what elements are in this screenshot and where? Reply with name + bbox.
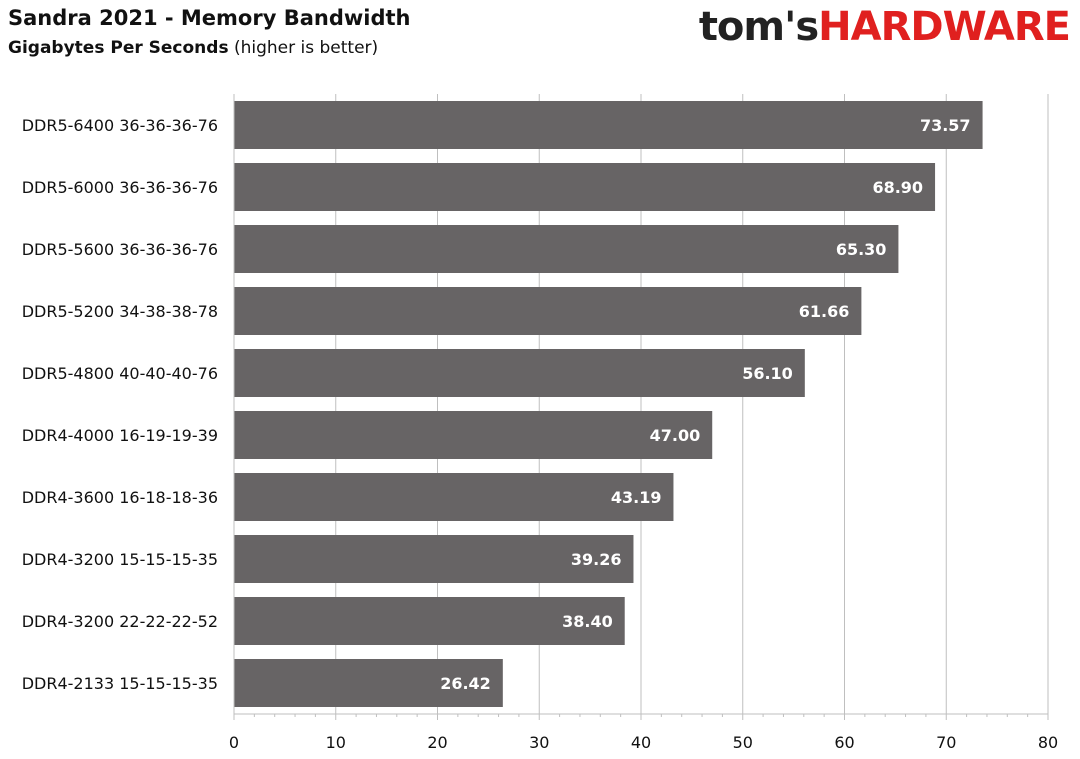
- bar: [234, 287, 862, 335]
- chart-subtitle: Gigabytes Per Seconds (higher is better): [8, 38, 378, 58]
- bar-value-label: 26.42: [440, 674, 491, 693]
- category-label: DDR4-3200 15-15-15-35: [22, 550, 218, 569]
- bar-value-label: 38.40: [562, 612, 613, 631]
- x-tick-label: 60: [834, 733, 854, 752]
- x-tick-label: 80: [1038, 733, 1058, 752]
- x-tick-label: 40: [631, 733, 651, 752]
- category-label: DDR5-6400 36-36-36-76: [22, 116, 218, 135]
- category-label: DDR4-2133 15-15-15-35: [22, 674, 218, 693]
- category-label: DDR5-5600 36-36-36-76: [22, 240, 218, 259]
- category-label: DDR5-6000 36-36-36-76: [22, 178, 218, 197]
- category-label: DDR5-5200 34-38-38-78: [22, 302, 218, 321]
- bar-value-label: 65.30: [836, 240, 887, 259]
- chart-title: Sandra 2021 - Memory Bandwidth: [8, 6, 411, 30]
- bar: [234, 659, 503, 707]
- category-label: DDR5-4800 40-40-40-76: [22, 364, 218, 383]
- bar: [234, 101, 983, 149]
- logo-part-hardware: HARDWARE: [818, 4, 1071, 50]
- toms-hardware-logo: tom'sHARDWARE: [698, 4, 1071, 50]
- subtitle-units: Gigabytes Per Seconds: [8, 38, 229, 58]
- bar-value-label: 73.57: [920, 116, 971, 135]
- bar-value-label: 43.19: [611, 488, 662, 507]
- category-label: DDR4-4000 16-19-19-39: [22, 426, 218, 445]
- x-tick-label: 50: [733, 733, 753, 752]
- category-label: DDR4-3200 22-22-22-52: [22, 612, 218, 631]
- bar-value-label: 68.90: [872, 178, 923, 197]
- category-label: DDR4-3600 16-18-18-36: [22, 488, 218, 507]
- bar: [234, 535, 634, 583]
- bar: [234, 163, 936, 211]
- bar-value-label: 47.00: [650, 426, 701, 445]
- x-tick-label: 70: [936, 733, 956, 752]
- x-tick-label: 20: [427, 733, 447, 752]
- subtitle-note: (higher is better): [228, 38, 379, 58]
- bar: [234, 473, 674, 521]
- x-tick-label: 30: [529, 733, 549, 752]
- bar-value-label: 56.10: [742, 364, 793, 383]
- logo-part-toms: tom's: [698, 4, 819, 50]
- bar: [234, 349, 805, 397]
- x-tick-label: 10: [326, 733, 346, 752]
- bar: [234, 411, 713, 459]
- bar-value-label: 61.66: [799, 302, 850, 321]
- x-tick-label: 0: [229, 733, 239, 752]
- bar-value-label: 39.26: [571, 550, 622, 569]
- bar: [234, 225, 899, 273]
- bar: [234, 597, 625, 645]
